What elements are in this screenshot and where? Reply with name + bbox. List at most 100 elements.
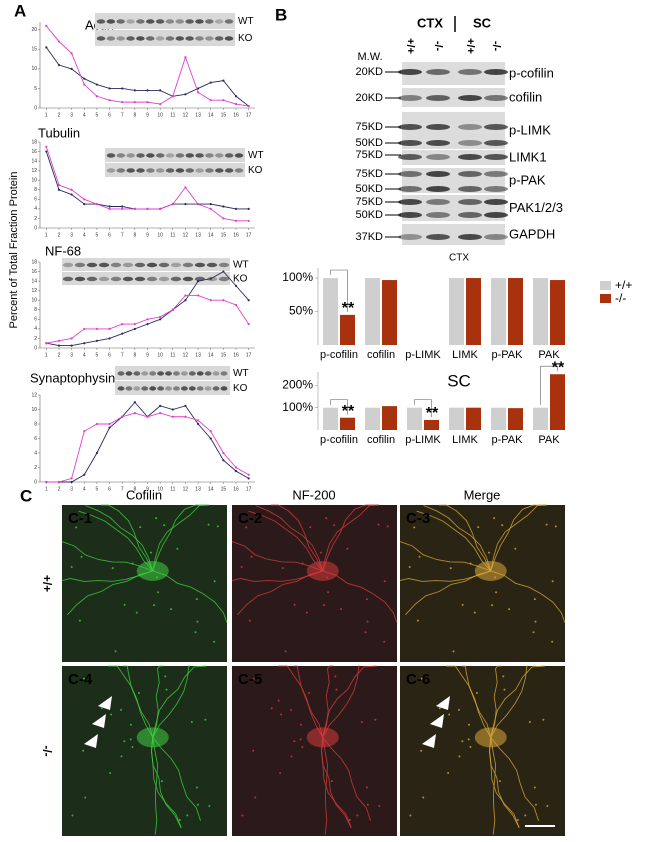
puncta	[383, 580, 386, 583]
blot-band	[106, 153, 116, 158]
point	[222, 451, 225, 455]
blot-band	[426, 212, 450, 218]
puncta	[327, 591, 330, 594]
point	[247, 477, 250, 480]
puncta	[248, 619, 251, 622]
arrowhead	[98, 696, 112, 710]
blot-band	[122, 262, 134, 268]
legend-label: -/-	[615, 291, 626, 305]
x-tick-label: LIMK	[452, 434, 478, 446]
y-tick-label: 12	[31, 168, 37, 174]
point	[184, 294, 187, 297]
puncta	[365, 786, 368, 789]
neurite	[416, 510, 492, 572]
blot-band	[224, 19, 234, 24]
puncta	[190, 720, 193, 723]
puncta	[469, 745, 472, 748]
x-tick-label: p-LIMK	[405, 434, 441, 446]
blot-band	[133, 371, 141, 376]
blot-band	[116, 153, 126, 158]
point	[159, 89, 162, 92]
legend-label: KO	[233, 383, 248, 394]
y-tick-label: 200%	[282, 378, 313, 392]
x-tick-label: 15	[221, 352, 227, 358]
blot-band	[155, 36, 165, 41]
point	[171, 203, 174, 206]
panel-label: A	[14, 1, 26, 20]
puncta	[516, 818, 519, 821]
micrograph	[62, 666, 227, 836]
x-tick-label: 9	[146, 112, 149, 118]
point	[234, 102, 238, 106]
blot-band	[175, 153, 185, 158]
blot	[402, 150, 505, 165]
point	[184, 93, 187, 96]
puncta	[452, 650, 455, 653]
x-tick-label: 10	[157, 232, 163, 238]
blot-band	[220, 371, 228, 376]
puncta	[501, 524, 504, 527]
blot-band	[136, 19, 145, 24]
point	[184, 404, 187, 407]
point	[57, 63, 61, 67]
point	[95, 95, 99, 98]
point	[247, 299, 250, 302]
puncta	[467, 723, 470, 726]
point	[121, 207, 124, 210]
blot-band	[426, 186, 450, 192]
point	[209, 430, 212, 433]
y-tick-label: 2	[34, 336, 37, 342]
blot-band	[398, 124, 422, 130]
puncta	[458, 708, 461, 711]
blot-band	[220, 386, 228, 391]
blot-band	[106, 19, 116, 24]
x-tick-label: 2	[58, 352, 61, 358]
blot-band	[195, 36, 204, 41]
point	[234, 284, 238, 287]
genotype-label: +/+	[40, 575, 54, 592]
point	[108, 327, 111, 330]
annotation: **	[426, 405, 439, 422]
puncta	[284, 650, 287, 653]
point	[247, 104, 250, 108]
blot-band	[484, 171, 508, 177]
panel-id: C-4	[68, 671, 93, 688]
blot-label: PAK1/2/3	[509, 200, 563, 215]
y-tick-label: 8	[34, 307, 37, 313]
blot-band	[234, 153, 244, 158]
puncta	[491, 604, 494, 607]
puncta	[386, 525, 389, 528]
puncta	[458, 755, 461, 758]
mw-marker: 75KD	[355, 168, 383, 180]
neurite	[78, 510, 154, 572]
blot-band	[398, 154, 422, 160]
y-tick-label: 2	[34, 465, 37, 471]
blot-band	[188, 386, 196, 391]
bar	[407, 407, 422, 430]
arrowhead	[436, 696, 450, 710]
puncta	[498, 780, 501, 783]
x-tick-label: 11	[170, 112, 175, 118]
blot-band	[458, 140, 482, 146]
micrograph	[400, 666, 565, 836]
legend-label: KO	[238, 33, 253, 44]
point	[95, 83, 99, 86]
y-tick-label: 12	[31, 392, 37, 398]
x-tick-label: 7	[121, 486, 124, 492]
puncta	[139, 526, 142, 529]
panel-id: C-5	[238, 671, 262, 688]
blot-band	[136, 168, 145, 173]
legend-swatch	[600, 294, 611, 303]
neurite	[490, 737, 540, 822]
point	[209, 299, 212, 302]
puncta	[82, 677, 85, 680]
puncta	[554, 525, 557, 528]
point	[83, 77, 86, 80]
blot-band	[165, 371, 172, 376]
blot-band	[484, 234, 508, 240]
blot-band	[458, 212, 482, 218]
puncta	[123, 740, 126, 743]
genotype-label: -/-	[490, 41, 502, 52]
blot-band	[195, 19, 204, 24]
neurite	[255, 505, 324, 572]
